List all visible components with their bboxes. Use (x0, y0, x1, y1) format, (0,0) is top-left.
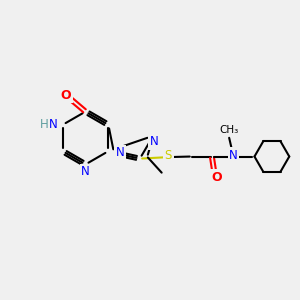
Text: O: O (61, 88, 71, 102)
Text: CH₃: CH₃ (219, 124, 238, 135)
Text: H: H (40, 118, 48, 131)
Text: N: N (149, 135, 158, 148)
Text: N: N (49, 118, 57, 131)
Text: N: N (116, 146, 124, 159)
Text: N: N (81, 165, 90, 178)
Text: S: S (165, 149, 172, 162)
Text: N: N (229, 148, 238, 161)
Text: O: O (211, 171, 222, 184)
